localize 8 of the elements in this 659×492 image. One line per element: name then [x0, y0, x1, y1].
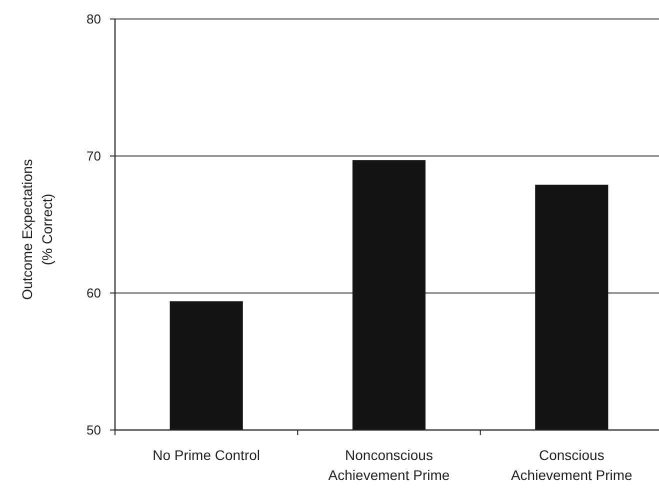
y-tick-label: 70	[86, 148, 101, 164]
x-tick-label: Nonconscious Achievement Prime	[328, 447, 450, 483]
x-tick-label: No Prime Control	[152, 447, 260, 463]
x-tick-label: Conscious Achievement Prime	[510, 447, 633, 483]
y-tick-label: 50	[86, 422, 101, 438]
y-tick-label: 60	[86, 286, 101, 301]
y-tick-label: 80	[86, 12, 101, 27]
y-axis-title: Outcome Expectations (% Correct)	[19, 159, 55, 300]
